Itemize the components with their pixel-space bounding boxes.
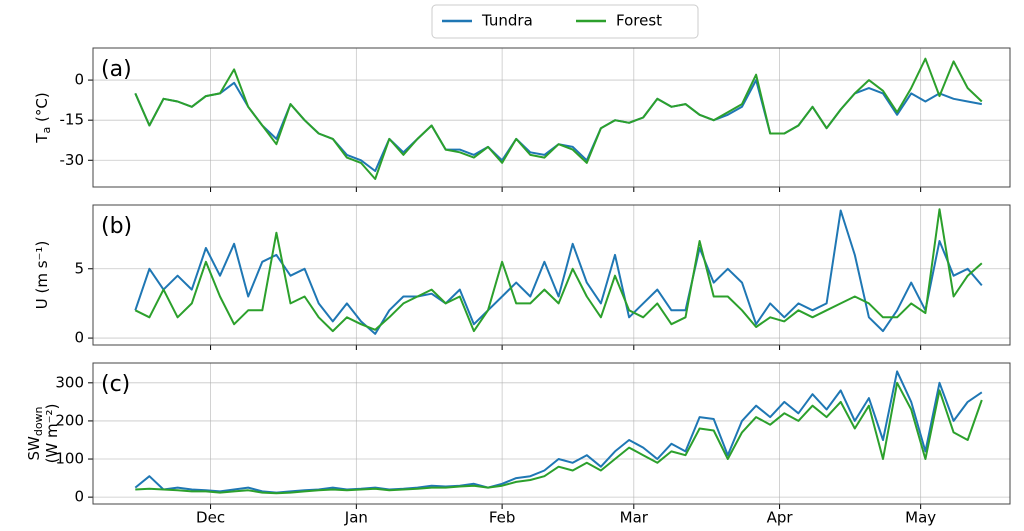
y-axis-label-part: U (m s⁻¹) [33, 241, 51, 310]
x-tick-label: Feb [489, 509, 516, 527]
y-tick-label: 200 [55, 411, 84, 429]
y-tick-label: 0 [74, 329, 84, 347]
y-axis-label: SWdown [25, 406, 46, 460]
y-tick-label: -30 [60, 151, 85, 169]
y-tick-label: 100 [55, 450, 84, 468]
y-axis-label-part: (W m⁻²) [43, 404, 61, 464]
panel-label: (c) [101, 372, 130, 397]
series-line [135, 381, 983, 495]
legend-label: Forest [616, 12, 662, 30]
y-tick-label: 0 [74, 71, 84, 89]
y-tick-label: 300 [55, 373, 84, 391]
y-axis-label-part: T [33, 133, 51, 144]
y-tick-label: 0 [74, 488, 84, 506]
plot-frame [92, 47, 1011, 188]
series-line [134, 209, 983, 335]
y-axis-label-part: (°C) [33, 92, 51, 126]
panel-label: (a) [101, 57, 132, 82]
x-tick-label: Jan [344, 509, 368, 527]
x-tick-label: May [905, 509, 936, 527]
panel-label: (b) [101, 214, 132, 239]
x-tick-label: Apr [767, 509, 794, 527]
x-tick-label: Dec [196, 509, 225, 527]
y-axis-label: U (m s⁻¹) [33, 241, 51, 310]
y-axis-label-sub: a [40, 127, 53, 134]
y-tick-label: 5 [74, 259, 84, 277]
y-axis-label-sub: down [32, 406, 45, 436]
plot-frame [92, 362, 1011, 505]
y-axis-label: (W m⁻²) [43, 404, 61, 464]
x-tick-label: Mar [620, 509, 649, 527]
legend-box [431, 4, 699, 39]
series-line [134, 208, 983, 333]
y-axis-label: Ta (°C) [33, 92, 54, 143]
legend-label: Tundra [481, 12, 533, 30]
series-line [134, 370, 983, 494]
series-line [134, 57, 983, 180]
plot-frame [92, 204, 1011, 346]
y-axis-label-part: SW [25, 436, 43, 461]
y-tick-label: -15 [60, 111, 85, 129]
